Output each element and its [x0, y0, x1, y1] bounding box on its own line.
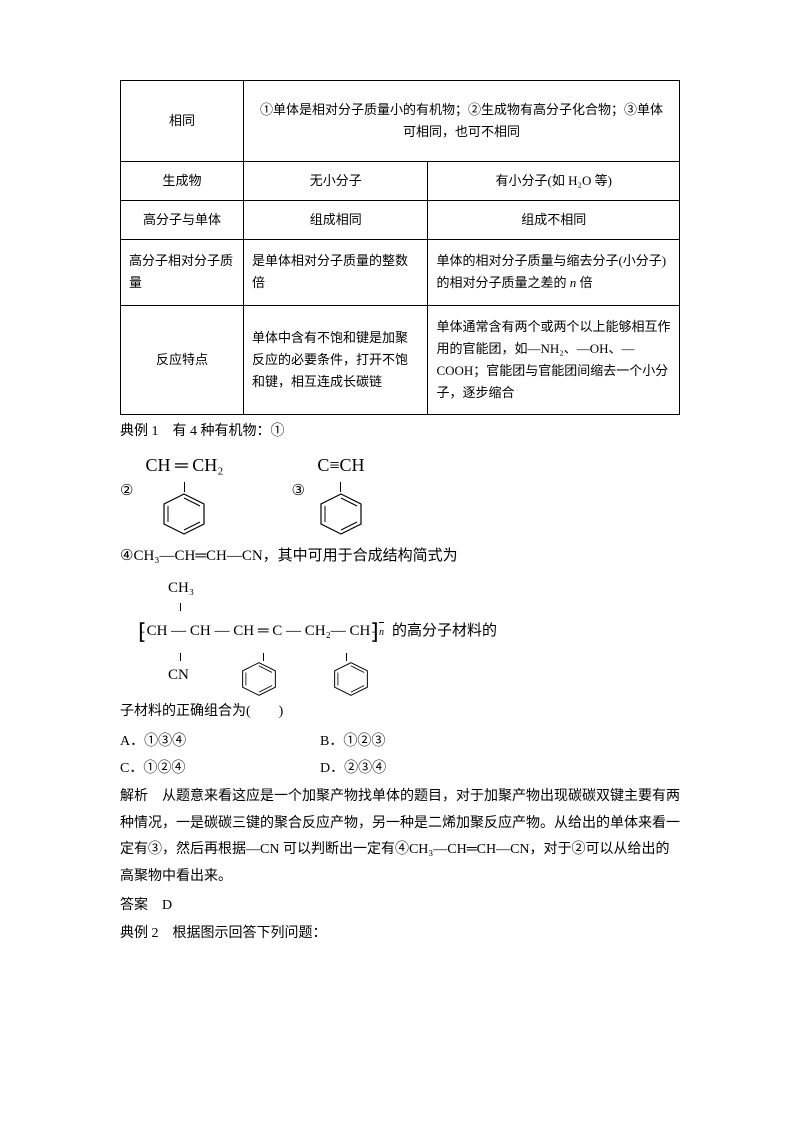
cell-mass-label: 高分子相对分子质量 [121, 240, 244, 305]
option-d: D．②③④ [320, 756, 520, 783]
cell-product-label: 生成物 [121, 162, 244, 201]
cell-mass-right: 单体的相对分子质量与缩去分子(小分子)的相对分子质量之差的 n 倍 [428, 240, 680, 305]
bracket-right-icon: ⁆ [370, 611, 379, 653]
table-row: 反应特点 单体中含有不饱和键是加聚反应的必要条件，打开不饱和键，相互连成长碳链 … [121, 305, 680, 414]
poly-cn: CN [168, 661, 189, 697]
benzene-ring-icon [160, 492, 208, 536]
cell-same-content: ①单体是相对分子质量小的有机物；②生成物有高分子化合物；③单体可相同，也可不相同 [243, 81, 679, 162]
options-block: A．①③④ B．①②③ C．①②④ D．②③④ [120, 729, 680, 782]
line-4: ④CH₃—CH═CH—CN，其中可用于合成结构简式为 [120, 542, 680, 571]
label-2: ② [120, 477, 133, 506]
analysis-block: 解析 从题意来看这应是一个加聚产物找单体的题目，对于加聚产物出现碳碳双键主要有两… [120, 784, 680, 890]
benzene-ring-icon [317, 492, 365, 536]
molecule-3: C≡CH [317, 448, 365, 536]
table-row: 生成物 无小分子 有小分子(如 H₂O 等) [121, 162, 680, 201]
analysis-text: 从题意来看这应是一个加聚产物找单体的题目，对于加聚产物出现碳碳双键主要有两种情况… [120, 789, 680, 884]
option-a: A．①③④ [120, 729, 320, 756]
cell-same-label: 相同 [121, 81, 244, 162]
molecule-2-top: CH ═ CH₂ [145, 448, 223, 482]
table-row: 高分子相对分子质量 是单体相对分子质量的整数倍 单体的相对分子质量与缩去分子(小… [121, 240, 680, 305]
label-3: ③ [292, 477, 305, 506]
bracket-left-icon: ⁅ [138, 611, 147, 653]
cell-mass-left: 是单体相对分子质量的整数倍 [243, 240, 427, 305]
comparison-table: 相同 ①单体是相对分子质量小的有机物；②生成物有高分子化合物；③单体可相同，也可… [120, 80, 680, 415]
molecule-2: CH ═ CH₂ [145, 448, 223, 536]
example2-lead: 典例 2 根据图示回答下列问题： [120, 921, 680, 948]
cell-feature-left: 单体中含有不饱和键是加聚反应的必要条件，打开不饱和键，相互连成长碳链 [243, 305, 427, 414]
molecule-row: ② CH ═ CH₂ ③ C≡CH [120, 448, 680, 536]
option-b: B．①②③ [320, 729, 520, 756]
cell-polymer-monomer-label: 高分子与单体 [121, 201, 244, 240]
cell-product-left: 无小分子 [243, 162, 427, 201]
poly-backbone: CH — CH — CH ═ C — CH₂— CH [147, 617, 371, 646]
poly-n: n [379, 622, 384, 642]
benzene-ring-icon [239, 661, 279, 697]
answer-text: D [148, 898, 172, 913]
molecule-3-top: C≡CH [317, 448, 364, 482]
cell-polymer-monomer-right: 组成不相同 [428, 201, 680, 240]
polymer-structure: CH₃ ⁅ CH — CH — CH ═ C — CH₂— CH ⁆n 的高分子… [138, 574, 680, 696]
option-c: C．①②④ [120, 756, 320, 783]
cell-feature-right: 单体通常含有两个或两个以上能够相互作用的官能团，如—NH₂、—OH、—COOH；… [428, 305, 680, 414]
cell-mass-right-a: 单体的相对分子质量与缩去分子(小分子)的相对分子质量之差的 [436, 253, 666, 290]
answer-label: 答案 [120, 898, 148, 913]
poly-tail-text: 的高分子材料的 [392, 617, 497, 646]
poly-ch3: CH₃ [168, 574, 680, 603]
example1-lead: 典例 1 有 4 种有机物：① [120, 419, 680, 446]
tail-line: 子材料的正确组合为( ) [120, 699, 680, 726]
table-row: 高分子与单体 组成相同 组成不相同 [121, 201, 680, 240]
table-row: 相同 ①单体是相对分子质量小的有机物；②生成物有高分子化合物；③单体可相同，也可… [121, 81, 680, 162]
cell-mass-right-b: 倍 [576, 275, 592, 290]
answer-block: 答案 D [120, 893, 680, 920]
analysis-label: 解析 [120, 789, 148, 804]
cell-polymer-monomer-left: 组成相同 [243, 201, 427, 240]
cell-product-right: 有小分子(如 H₂O 等) [428, 162, 680, 201]
benzene-ring-icon [331, 661, 371, 697]
cell-feature-label: 反应特点 [121, 305, 244, 414]
